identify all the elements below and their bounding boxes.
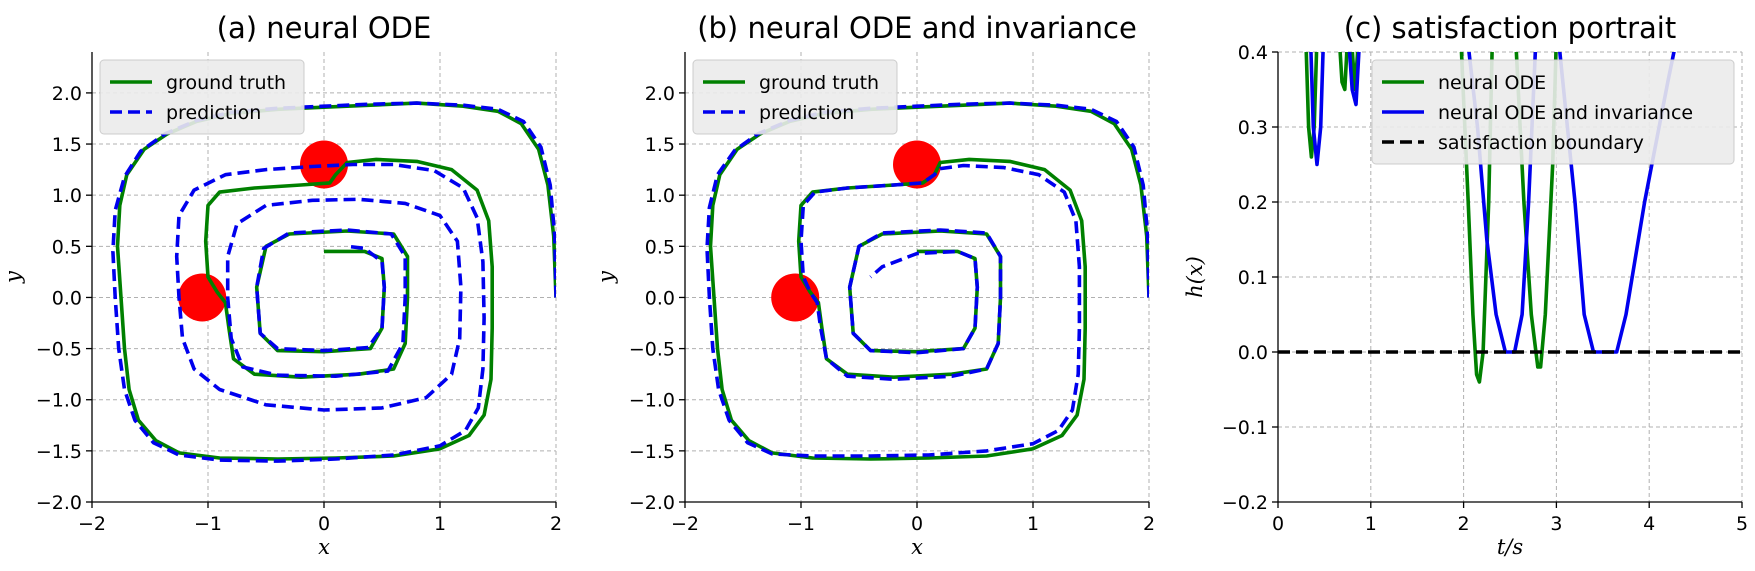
- tick-labels: −2 −1 0 1 2 −2.0 −1.5 −1.0 −0.5 0.0 0.5 1.0 1.5 2.0: [36, 83, 562, 535]
- legend-label: satisfaction boundary: [1438, 132, 1644, 154]
- y-tick-label: 0.4: [1238, 42, 1268, 64]
- legend-label: neural ODE and invariance: [1438, 102, 1693, 124]
- legend-box: [1371, 59, 1735, 165]
- y-axis-label: h(x): [1183, 256, 1207, 298]
- axes: [679, 52, 1150, 508]
- legend-label: prediction: [759, 102, 854, 124]
- y-tick-label: 0.0: [1238, 342, 1268, 364]
- legend-label: prediction: [166, 102, 261, 124]
- series-layer: [1278, 52, 1742, 384]
- y-tick-label: 0.0: [52, 287, 82, 309]
- y-tick-label: −2.0: [629, 492, 675, 514]
- x-tick-label: 0: [1272, 513, 1284, 535]
- y-tick-label: −1.5: [36, 441, 82, 463]
- panel-b: (b) neural ODE and invariance −2 −1 0 1 2 −2.…: [594, 11, 1155, 559]
- x-tick-label: 2: [550, 513, 562, 535]
- x-tick-label: 5: [1736, 513, 1748, 535]
- y-axis-label: y: [594, 270, 618, 284]
- x-tick-label: 0: [911, 513, 923, 535]
- y-axis-label: y: [1, 270, 25, 284]
- y-tick-label: −0.2: [1222, 492, 1268, 514]
- x-tick-label: 1: [434, 513, 446, 535]
- x-tick-label: −1: [194, 513, 222, 535]
- y-tick-label: −0.5: [629, 339, 675, 361]
- y-tick-label: 0.2: [1238, 192, 1268, 214]
- legend-label: ground truth: [166, 72, 286, 94]
- legend: neural ODE neural ODE and invariance satis…: [1371, 59, 1735, 165]
- series-line: [1304, 52, 1558, 384]
- legend-box: [692, 59, 898, 135]
- obstacle-disc: [178, 273, 227, 322]
- legend-label: ground truth: [759, 72, 879, 94]
- panel-title: (a) neural ODE: [217, 11, 432, 45]
- y-tick-label: −1.0: [36, 390, 82, 412]
- x-axis-label: x: [911, 535, 923, 559]
- x-tick-label: 4: [1643, 513, 1655, 535]
- legend-label: neural ODE: [1438, 72, 1546, 94]
- x-tick-label: 2: [1143, 513, 1155, 535]
- y-tick-label: 0.0: [645, 287, 675, 309]
- y-tick-label: −1.5: [629, 441, 675, 463]
- y-tick-label: −0.1: [1222, 417, 1268, 439]
- y-tick-label: −0.5: [36, 339, 82, 361]
- panel-title: (c) satisfaction portrait: [1344, 11, 1676, 45]
- y-tick-label: 2.0: [645, 83, 675, 105]
- y-tick-label: −2.0: [36, 492, 82, 514]
- x-tick-label: 2: [1458, 513, 1470, 535]
- y-tick-label: 0.5: [52, 236, 82, 258]
- axes: [86, 52, 557, 508]
- obstacle-disc: [893, 140, 941, 189]
- x-tick-label: −2: [671, 513, 699, 535]
- axes: [1272, 51, 1743, 508]
- y-tick-label: 0.3: [1238, 117, 1268, 139]
- x-axis-label: t/s: [1497, 535, 1524, 559]
- x-tick-label: 1: [1027, 513, 1039, 535]
- y-tick-label: 2.0: [52, 83, 82, 105]
- y-tick-label: 1.0: [52, 185, 82, 207]
- obstacle-disc: [300, 140, 348, 189]
- x-tick-label: −1: [787, 513, 815, 535]
- tick-labels: −2 −1 0 1 2 −2.0 −1.5 −1.0 −0.5 0.0 0.5 1.0 1.5 2.0: [629, 83, 1155, 535]
- x-tick-label: 3: [1550, 513, 1562, 535]
- panel-a: (a) neural ODE −2 −1 0 1 2 −2.0 −1.5 −1.0 −0.5 0.…: [1, 11, 562, 559]
- y-tick-label: 1.5: [645, 134, 675, 156]
- y-tick-label: 0.5: [645, 236, 675, 258]
- legend-box: [99, 59, 305, 135]
- legend: ground truth prediction: [692, 59, 898, 135]
- y-tick-label: 1.0: [645, 185, 675, 207]
- x-tick-label: 0: [318, 513, 330, 535]
- y-tick-label: 0.1: [1238, 267, 1268, 289]
- tick-labels: 0 1 2 3 4 5 −0.2 −0.1 0.0 0.1 0.2 0.3 0.4: [1222, 42, 1748, 535]
- series-line: [111, 101, 556, 463]
- y-tick-label: −1.0: [629, 390, 675, 412]
- y-tick-label: 1.5: [52, 134, 82, 156]
- x-axis-label: x: [318, 535, 330, 559]
- panel-c: (c) satisfaction portrait 0 1 2 3 4 5 −0.2 −0.1…: [1183, 11, 1748, 559]
- panel-title: (b) neural ODE and invariance: [697, 11, 1137, 45]
- x-tick-label: 1: [1365, 513, 1377, 535]
- x-tick-label: −2: [78, 513, 106, 535]
- legend: ground truth prediction: [99, 59, 305, 135]
